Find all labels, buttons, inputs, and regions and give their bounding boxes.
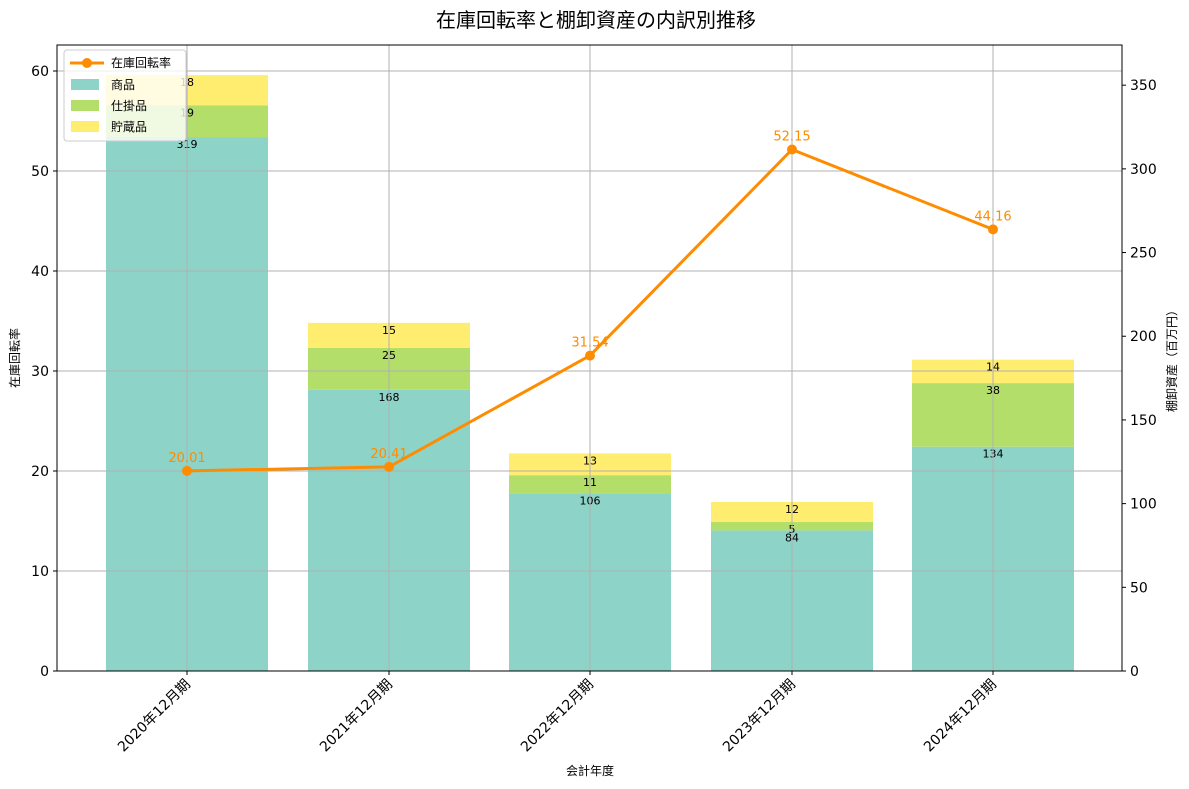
y-right-tick-label: 150 <box>1130 413 1157 429</box>
x-tick-label: 2020年12月期 <box>115 677 194 756</box>
line-marker <box>182 465 192 476</box>
y-axis-left-label: 在庫回転率 <box>7 328 22 388</box>
x-axis-label: 会計年度 <box>566 763 614 778</box>
line-marker <box>585 350 595 361</box>
line-value-label: 20.01 <box>168 451 205 466</box>
line-marker <box>988 224 998 235</box>
y-left-tick-label: 20 <box>31 464 49 480</box>
y-left-tick-label: 60 <box>31 64 49 80</box>
y-left-tick-label: 30 <box>31 364 49 380</box>
x-tick-label: 2023年12月期 <box>720 677 799 756</box>
legend-swatch-icon <box>71 79 99 90</box>
x-tick-label: 2022年12月期 <box>518 677 597 756</box>
legend-swatch-icon <box>71 121 99 132</box>
y-right-tick-label: 350 <box>1130 78 1157 94</box>
legend-label: 仕掛品 <box>111 98 147 113</box>
line-series: 20.01 20.41 31.54 52.15 44.16 <box>168 130 1012 476</box>
y-right-tick-label: 200 <box>1130 329 1157 345</box>
legend-box <box>63 49 187 142</box>
y-left-tick-label: 10 <box>31 564 49 580</box>
y-axis-right-label: 棚卸資産（百万円） <box>1164 304 1179 412</box>
legend-label: 貯蔵品 <box>111 120 147 134</box>
x-tick-label: 2024年12月期 <box>921 677 1000 756</box>
legend-line-icon <box>82 58 92 68</box>
legend-label: 在庫回転率 <box>111 55 171 70</box>
line-marker <box>787 144 797 155</box>
y-right-tick-label: 0 <box>1130 664 1139 680</box>
chart-title: 在庫回転率と棚卸資産の内訳別推移 <box>436 8 756 32</box>
y-right-tick-label: 250 <box>1130 246 1157 262</box>
y-left-tick-label: 50 <box>31 164 49 180</box>
y-right-tick-label: 300 <box>1130 162 1157 178</box>
x-tick-label: 2021年12月期 <box>317 677 396 756</box>
line-marker <box>384 461 394 472</box>
y-right-tick-label: 50 <box>1130 580 1148 596</box>
y-left-tick-label: 40 <box>31 264 49 280</box>
line-value-label: 31.54 <box>571 336 608 351</box>
legend-label: 商品 <box>111 77 135 92</box>
y-right-tick-label: 100 <box>1130 497 1157 513</box>
line-value-label: 20.41 <box>370 447 407 462</box>
line-value-label: 44.16 <box>974 209 1011 224</box>
y-left-tick-label: 0 <box>40 664 49 680</box>
line-value-label: 52.15 <box>773 130 810 145</box>
legend-swatch-icon <box>71 100 99 111</box>
